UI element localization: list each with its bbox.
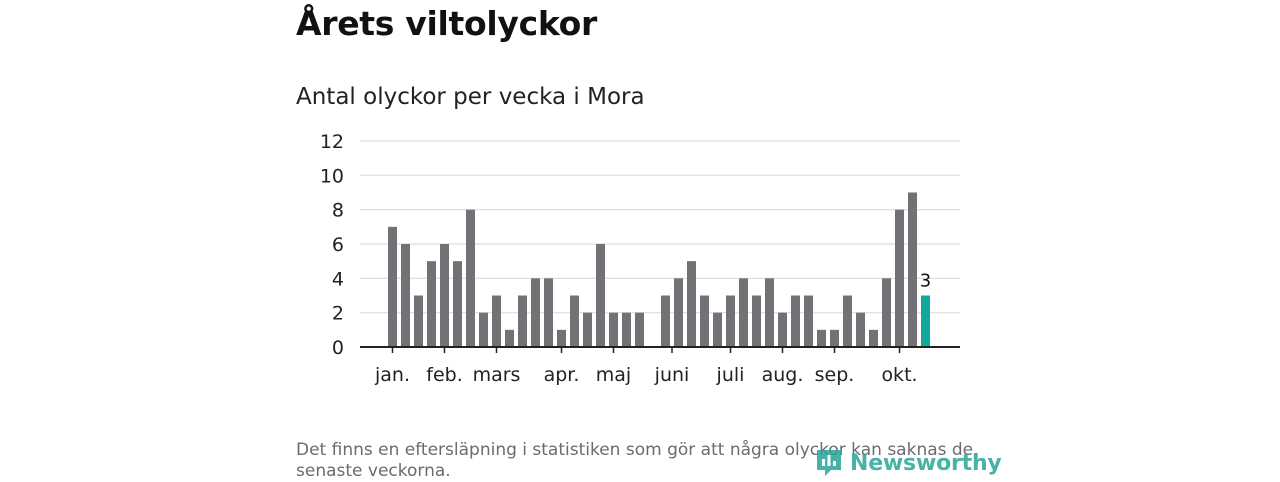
bar: [843, 295, 852, 347]
x-axis-ticks: jan. feb. mars apr. maj juni juli aug. sep. okt.: [374, 347, 918, 386]
bar: [531, 278, 540, 347]
grid-lines: [360, 140, 960, 314]
brand-logo: Newsworthy: [814, 446, 1002, 480]
newsworthy-logo-icon: [817, 450, 841, 476]
bar: [388, 226, 397, 347]
bar: [544, 278, 553, 347]
y-axis-tick-labels: 0 2 4 6 8 10 12: [320, 131, 344, 359]
y-tick-label: 8: [332, 200, 344, 222]
x-tick-label: sep.: [815, 364, 855, 386]
x-tick-label: okt.: [881, 364, 917, 386]
x-tick-label: juli: [716, 364, 745, 386]
footnote: Det finns en eftersläpning i statistiken…: [296, 440, 974, 481]
x-tick-label: aug.: [762, 364, 804, 386]
bar: [830, 329, 839, 347]
bar: [804, 295, 813, 347]
bar: [700, 295, 709, 347]
bar: [453, 261, 462, 347]
bar: [557, 329, 566, 347]
brand-name: Newsworthy: [850, 450, 1002, 476]
bar: [492, 295, 501, 347]
bar: [505, 329, 514, 347]
x-tick-label: apr.: [544, 364, 580, 386]
bar: [752, 295, 761, 347]
bar: [817, 329, 826, 347]
bar: [414, 295, 423, 347]
annotations: 3: [920, 271, 931, 292]
bar: [713, 312, 722, 347]
y-tick-label: 12: [320, 131, 344, 153]
bar: [596, 244, 605, 347]
bar: [908, 192, 917, 347]
bar: [661, 295, 670, 347]
x-tick-label: juni: [654, 364, 690, 386]
bar: [856, 312, 865, 347]
bar: [895, 209, 904, 347]
bar: [427, 261, 436, 347]
x-tick-label: jan.: [374, 364, 410, 386]
bar: [765, 278, 774, 347]
bar: [778, 312, 787, 347]
bar: [869, 329, 878, 347]
bar: [440, 244, 449, 347]
bar: [609, 312, 618, 347]
y-tick-label: 2: [332, 303, 344, 325]
highlight-value-label: 3: [920, 271, 931, 292]
y-tick-label: 4: [332, 268, 344, 290]
bar: [466, 209, 475, 347]
x-tick-label: feb.: [426, 364, 462, 386]
y-tick-label: 10: [320, 165, 344, 187]
x-tick-label: maj: [596, 364, 631, 386]
bar: [726, 295, 735, 347]
bar: [791, 295, 800, 347]
bar-current-week: [921, 295, 930, 347]
bar: [479, 312, 488, 347]
bar: [518, 295, 527, 347]
y-tick-label: 6: [332, 234, 344, 256]
bar: [570, 295, 579, 347]
bar: [622, 312, 631, 347]
bar: [583, 312, 592, 347]
bar: [882, 278, 891, 347]
bars: [388, 192, 930, 347]
x-tick-label: mars: [473, 364, 521, 386]
bar: [739, 278, 748, 347]
bar: [635, 312, 644, 347]
page-title: Årets viltolyckor: [296, 4, 597, 43]
chart-title: Antal olyckor per vecka i Mora: [296, 84, 645, 110]
bar: [401, 244, 410, 347]
bar: [687, 261, 696, 347]
y-tick-label: 0: [332, 337, 344, 359]
bar: [674, 278, 683, 347]
